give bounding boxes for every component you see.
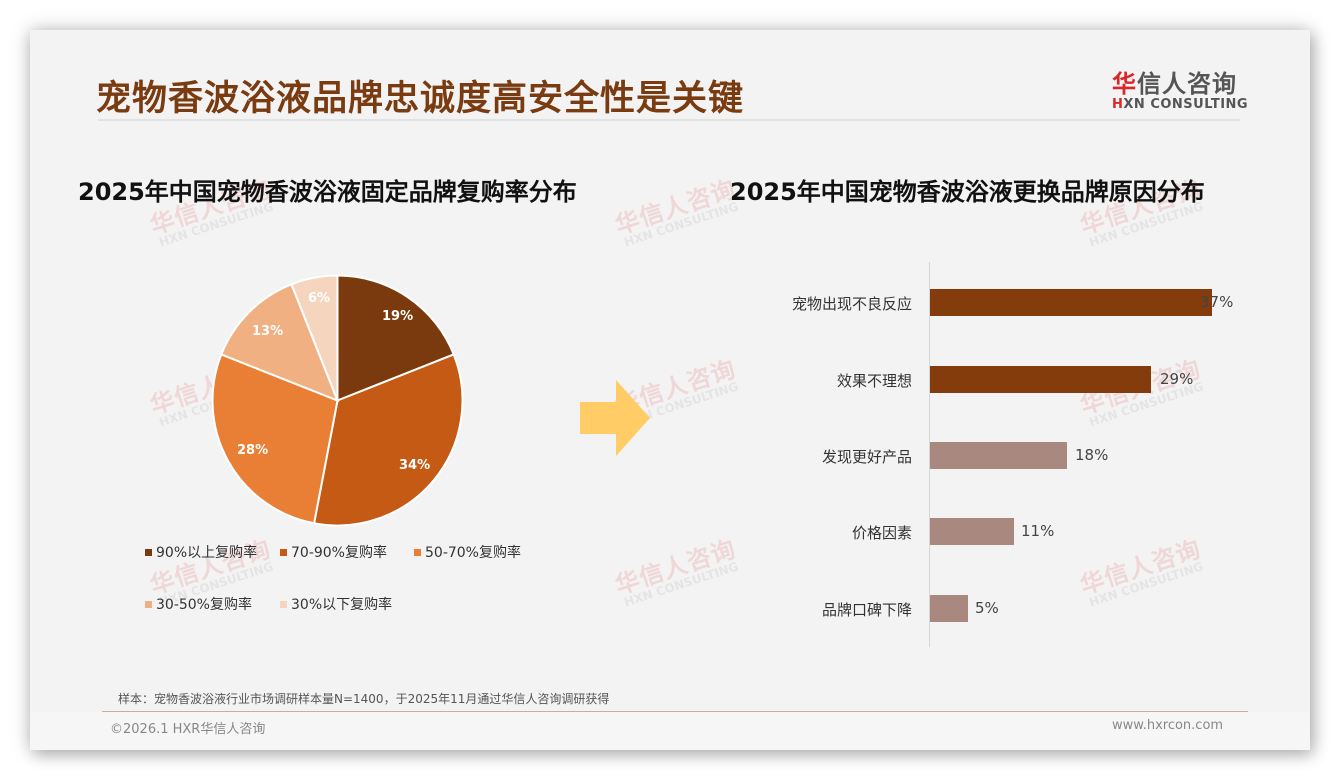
legend-label: 90%以上复购率 xyxy=(156,545,258,561)
pie-slice xyxy=(219,282,340,403)
legend-swatch xyxy=(414,548,421,556)
bar xyxy=(930,518,1014,545)
bar-row: 品牌口碑下降 5% xyxy=(730,595,1290,622)
category-axis-line xyxy=(929,262,930,647)
bar-chart-title: 2025年中国宠物香波浴液更换品牌原因分布 xyxy=(730,178,1205,206)
bar-value-label: 5% xyxy=(975,599,999,617)
bar-category-label: 发现更好产品 xyxy=(821,448,912,466)
bar-value-label: 29% xyxy=(1160,370,1194,388)
bar-row: 价格因素 11% xyxy=(730,518,1290,545)
pie-slice xyxy=(211,353,339,525)
right-arrow-icon xyxy=(580,380,650,456)
bar xyxy=(930,442,1067,469)
legend-item: 70-90%复购率 xyxy=(280,542,387,562)
logo-en-accent: H xyxy=(1112,97,1124,112)
bar-row: 宠物出现不良反应 37% xyxy=(730,289,1290,316)
slide: 宠物香波浴液品牌忠诚度高安全性是关键 华信人咨询 HXN CONSULTING … xyxy=(30,30,1310,750)
website-link[interactable]: www.hxrcon.com xyxy=(1112,718,1224,733)
footer-divider xyxy=(102,711,1248,712)
company-logo: 华信人咨询 HXN CONSULTING xyxy=(1112,64,1248,112)
pie-label-50-70: 28% xyxy=(237,443,269,458)
logo-english: HXN CONSULTING xyxy=(1112,97,1248,112)
bar-row: 发现更好产品 18% xyxy=(730,442,1290,469)
legend-item: 50-70%复购率 xyxy=(414,542,521,562)
legend-item: 30-50%复购率 xyxy=(145,594,252,614)
logo-char-accent: 华 xyxy=(1112,70,1137,98)
pie-label-70-90: 34% xyxy=(399,458,431,473)
title-divider xyxy=(98,119,1240,121)
bar-category-label: 品牌口碑下降 xyxy=(821,601,912,619)
legend-label: 30-50%复购率 xyxy=(156,597,252,613)
pie-slice xyxy=(290,274,339,401)
pie-chart-title: 2025年中国宠物香波浴液固定品牌复购率分布 xyxy=(78,178,577,206)
legend-swatch xyxy=(280,548,287,556)
copyright-text: ©2026.1 HXR华信人咨询 xyxy=(110,722,266,737)
pie-chart: 19% 34% 28% 13% 6% xyxy=(210,273,465,528)
bar-row: 效果不理想 29% xyxy=(730,366,1290,393)
logo-char-rest: 信人咨询 xyxy=(1137,70,1237,98)
bar-category-label: 效果不理想 xyxy=(836,372,912,390)
bar-chart: 宠物出现不良反应 37% 效果不理想 29% 发现更好产品 18% 价格因素 1… xyxy=(730,262,1290,652)
pie-slice xyxy=(312,353,464,527)
legend-label: 50-70%复购率 xyxy=(425,545,521,561)
pie-label-90plus: 19% xyxy=(382,309,414,324)
legend-swatch xyxy=(145,600,152,608)
logo-chinese: 华信人咨询 xyxy=(1112,64,1242,99)
bar-value-label: 37% xyxy=(1200,293,1234,311)
sample-note: 样本：宠物香波浴液行业市场调研样本量N=1400，于2025年11月通过华信人咨… xyxy=(118,692,610,706)
pie-chart-graphic xyxy=(211,274,464,527)
bar-category-label: 价格因素 xyxy=(851,524,912,542)
bar-value-label: 18% xyxy=(1075,446,1109,464)
bar xyxy=(930,595,968,622)
legend-label: 30%以下复购率 xyxy=(291,597,393,613)
bar-value-label: 11% xyxy=(1021,522,1055,540)
bar-category-label: 宠物出现不良反应 xyxy=(791,295,912,313)
legend-label: 70-90%复购率 xyxy=(291,545,387,561)
bar xyxy=(930,289,1212,316)
pie-slice xyxy=(336,274,456,402)
page-title: 宠物香波浴液品牌忠诚度高安全性是关键 xyxy=(96,79,745,119)
footer-bar xyxy=(30,712,1310,750)
legend-swatch xyxy=(280,600,287,608)
pie-label-below30: 6% xyxy=(308,291,331,306)
bar xyxy=(930,366,1151,393)
legend-swatch xyxy=(145,548,152,556)
pie-label-30-50: 13% xyxy=(252,324,284,339)
legend-item: 90%以上复购率 xyxy=(145,542,257,562)
logo-en-rest: XN CONSULTING xyxy=(1123,97,1249,112)
legend-item: 30%以下复购率 xyxy=(280,594,392,614)
